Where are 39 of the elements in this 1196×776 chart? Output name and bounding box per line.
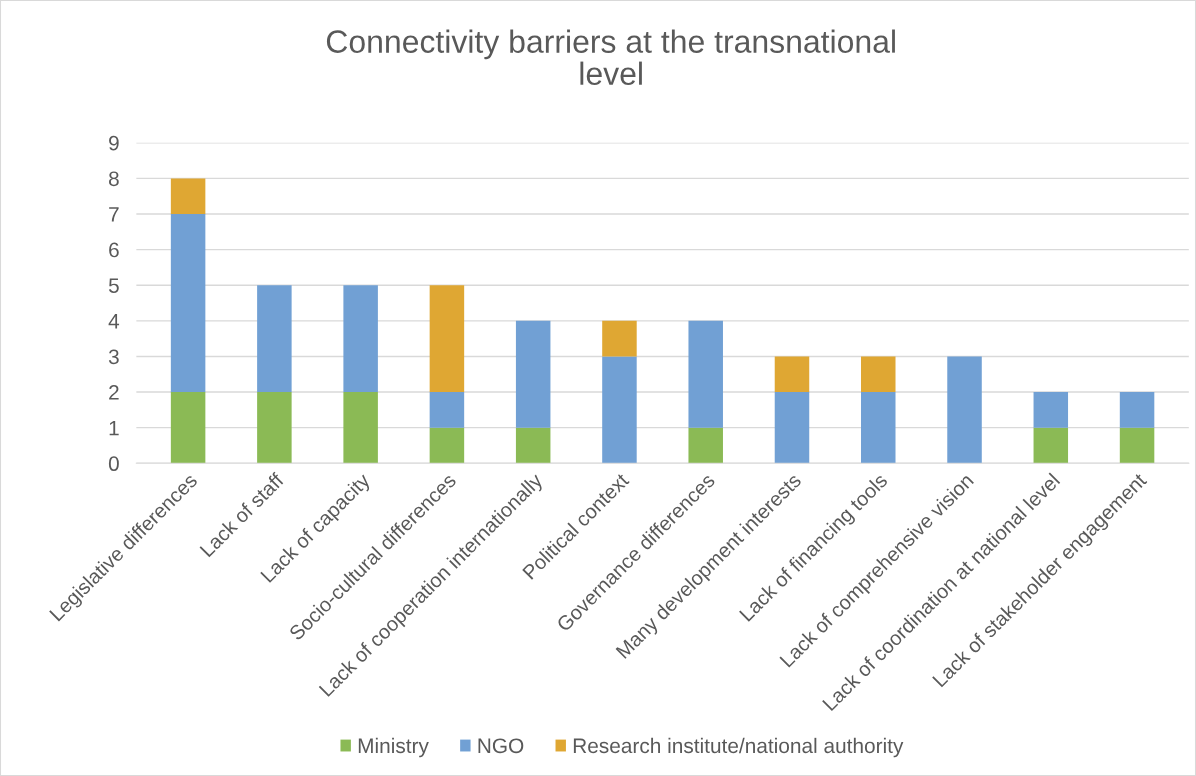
bar	[429, 392, 465, 428]
bar	[515, 427, 551, 464]
legend-label: Ministry	[358, 737, 429, 758]
bar	[602, 356, 637, 464]
bar	[257, 392, 292, 464]
bar	[688, 427, 723, 464]
y-tick-label: 8	[109, 171, 119, 187]
bar	[170, 178, 206, 214]
bar	[602, 320, 637, 357]
y-tick-label: 5	[108, 278, 119, 293]
bar	[1033, 392, 1069, 428]
bar	[170, 214, 206, 393]
y-tick-label: 4	[108, 314, 120, 329]
y-tick-label: 2	[109, 385, 119, 400]
bar	[429, 427, 465, 464]
chart-title: Connectivity barriers at the transnational level	[326, 29, 895, 86]
bar	[774, 356, 810, 393]
bar	[515, 320, 551, 428]
bar	[861, 356, 896, 393]
legend-label: NGO	[478, 738, 524, 754]
y-tick-label: 6	[109, 242, 119, 258]
legend-label: Research institute/national authority	[573, 737, 904, 758]
bar	[343, 392, 378, 464]
bar	[343, 285, 378, 393]
y-tick-label: 7	[109, 207, 119, 222]
bar	[861, 392, 896, 464]
y-tick-label: 0	[108, 456, 119, 472]
bar	[1033, 427, 1069, 464]
bar	[170, 392, 206, 464]
bar	[257, 285, 292, 393]
bar	[1119, 392, 1155, 428]
y-tick-label: 3	[108, 349, 119, 365]
bar	[429, 285, 465, 393]
bar	[688, 320, 723, 428]
y-tick-label: 1	[109, 420, 119, 436]
bar	[1119, 427, 1155, 464]
bar	[947, 356, 982, 464]
bar	[774, 392, 810, 464]
y-tick-label: 9	[109, 135, 119, 151]
